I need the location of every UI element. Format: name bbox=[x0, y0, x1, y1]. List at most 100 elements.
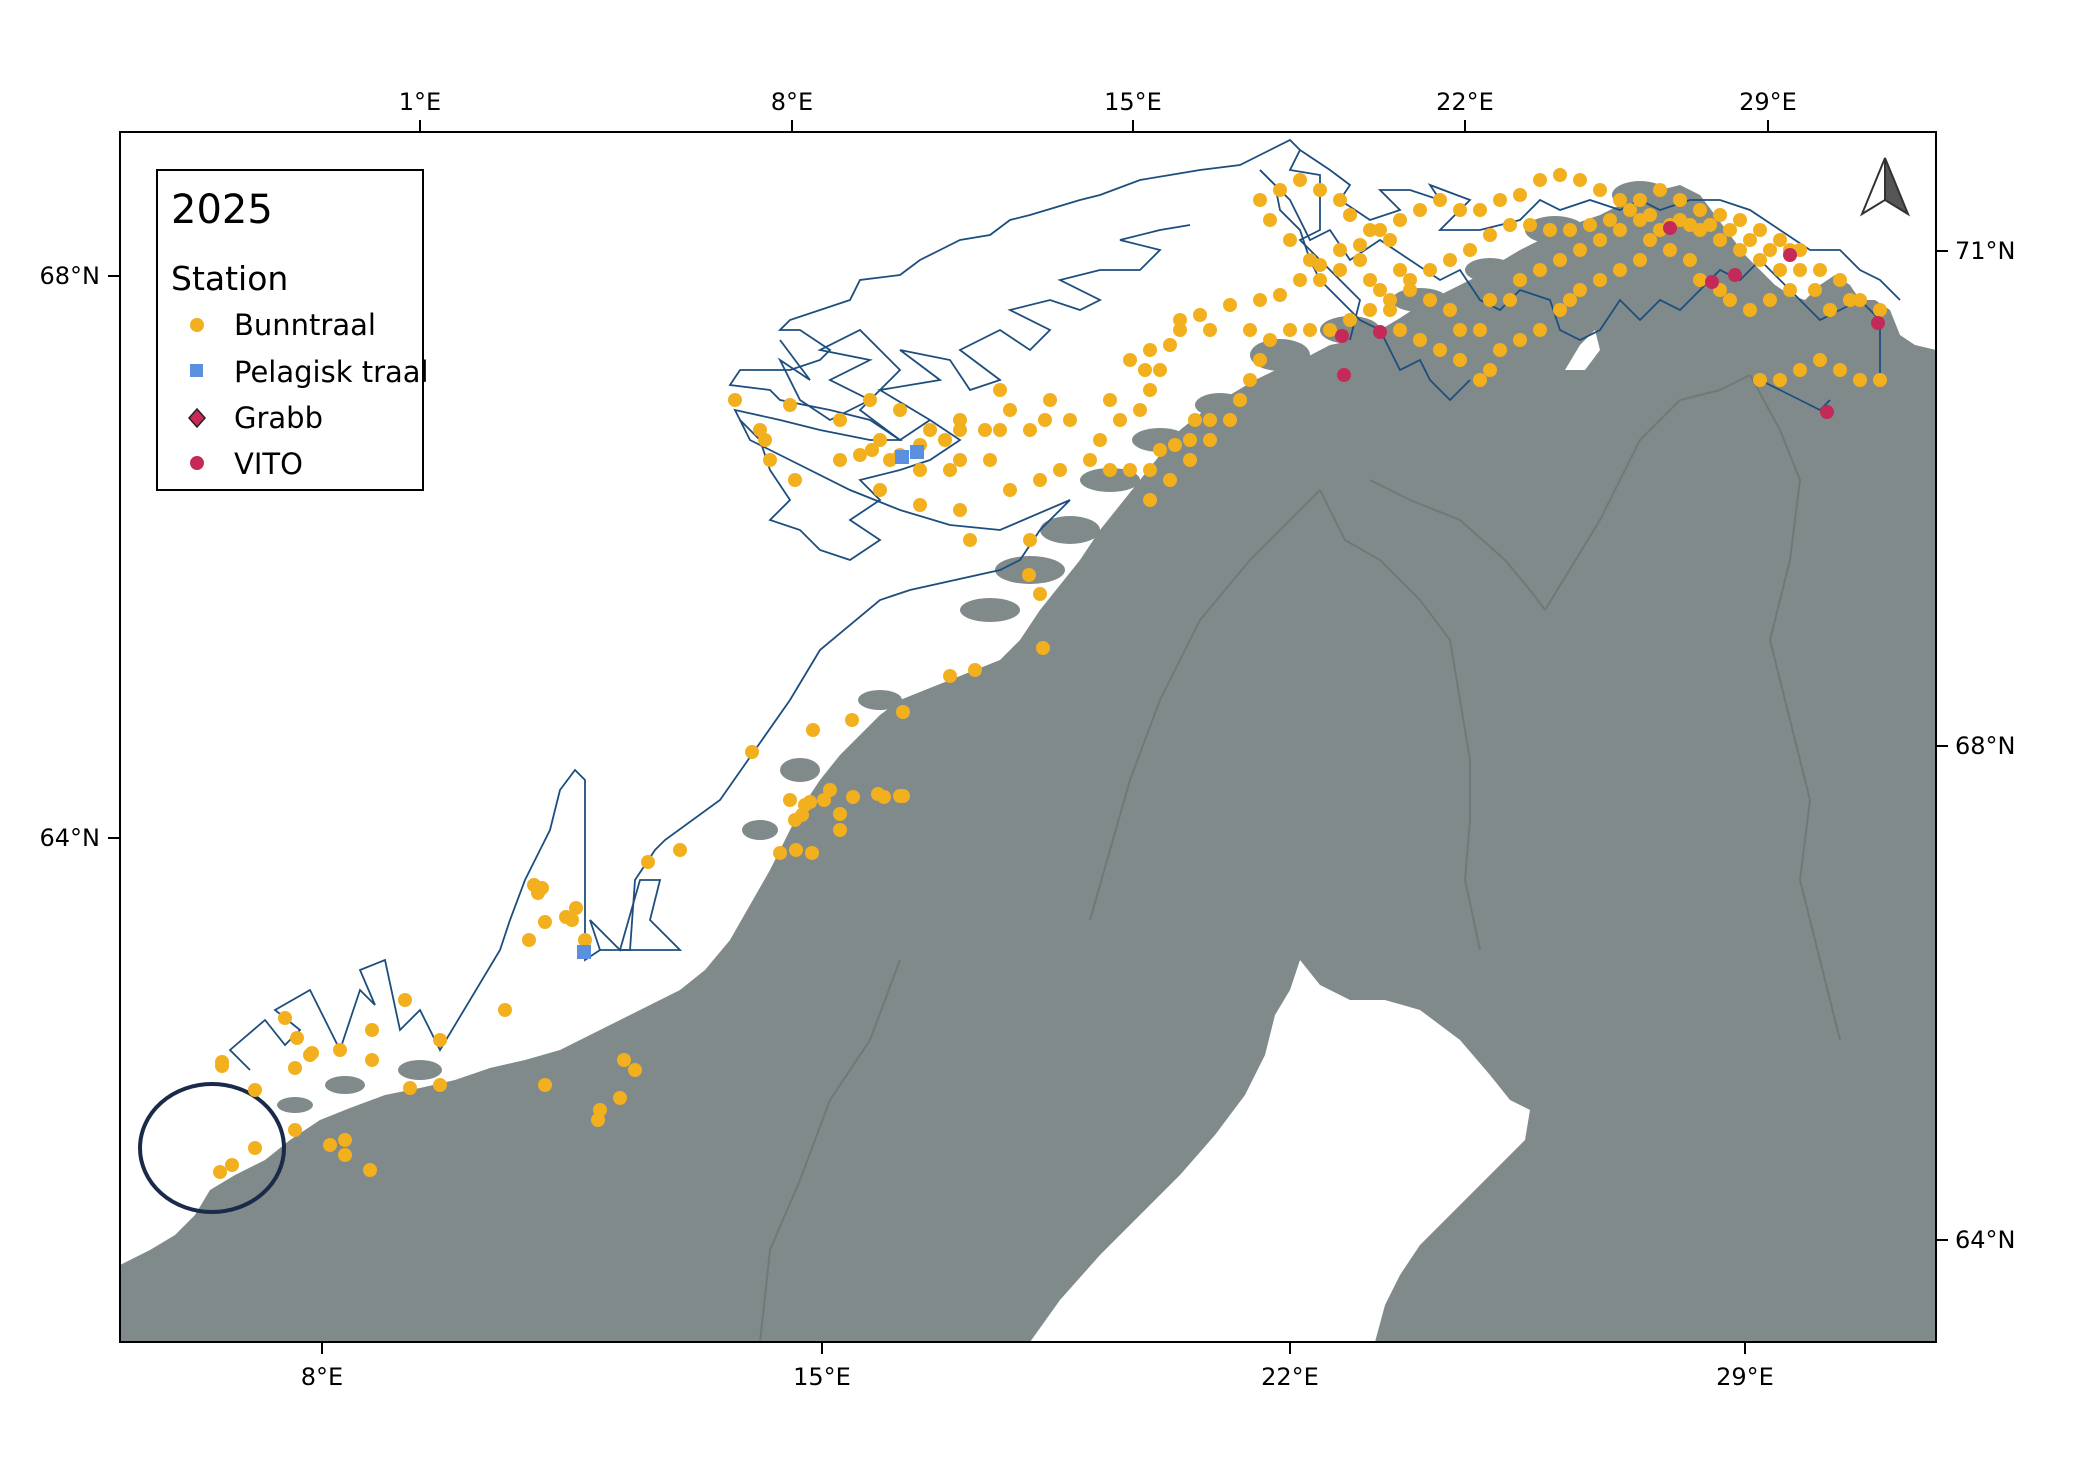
bunntraal-station bbox=[1413, 333, 1427, 347]
bunntraal-station bbox=[1563, 223, 1577, 237]
bunntraal-station bbox=[1573, 243, 1587, 257]
bunntraal-station bbox=[745, 745, 759, 759]
bunntraal-station bbox=[1393, 323, 1407, 337]
axis-ticks bbox=[108, 120, 1948, 1354]
bunntraal-station bbox=[1303, 323, 1317, 337]
right-axis-label: 68°N bbox=[1955, 732, 2016, 760]
left-axis-label: 64°N bbox=[40, 824, 101, 852]
vito-station bbox=[1373, 325, 1387, 339]
bunntraal-station bbox=[823, 783, 837, 797]
legend-title: 2025 bbox=[171, 187, 273, 233]
bunntraal-station bbox=[1773, 263, 1787, 277]
bunntraal-station bbox=[1823, 303, 1837, 317]
bunntraal-station bbox=[1833, 273, 1847, 287]
bunntraal-station bbox=[248, 1141, 262, 1155]
bunntraal-station bbox=[1453, 203, 1467, 217]
bunntraal-station bbox=[498, 1003, 512, 1017]
bunntraal-station bbox=[978, 423, 992, 437]
bottom-axis-label: 15°E bbox=[793, 1363, 851, 1391]
bunntraal-station bbox=[983, 453, 997, 467]
bunntraal-station bbox=[1423, 293, 1437, 307]
bunntraal-station bbox=[773, 846, 787, 860]
bunntraal-station bbox=[923, 423, 937, 437]
highlight-circle bbox=[138, 1082, 286, 1214]
bunntraal-station bbox=[896, 705, 910, 719]
bunntraal-station bbox=[1103, 393, 1117, 407]
bunntraal-station bbox=[1573, 173, 1587, 187]
bunntraal-station bbox=[1553, 303, 1567, 317]
bunntraal-station bbox=[641, 855, 655, 869]
bunntraal-station bbox=[1233, 393, 1247, 407]
bunntraal-station bbox=[795, 808, 809, 822]
bunntraal-station bbox=[1313, 183, 1327, 197]
gulf-of-bothnia bbox=[1030, 960, 1530, 1342]
bunntraal-station bbox=[1473, 203, 1487, 217]
bunntraal-station bbox=[953, 503, 967, 517]
bunntraal-station bbox=[433, 1078, 447, 1092]
vito-station bbox=[1728, 268, 1742, 282]
bunntraal-station bbox=[215, 1059, 229, 1073]
bunntraal-station bbox=[1163, 473, 1177, 487]
inland-water bbox=[1565, 330, 1600, 370]
bunntraal-station bbox=[1193, 308, 1207, 322]
bunntraal-station bbox=[1613, 223, 1627, 237]
bunntraal-station bbox=[1133, 403, 1147, 417]
bunntraal-station bbox=[1043, 393, 1057, 407]
bunntraal-station bbox=[1843, 293, 1857, 307]
bunntraal-station bbox=[1373, 223, 1387, 237]
bunntraal-station bbox=[728, 393, 742, 407]
bunntraal-station bbox=[1273, 288, 1287, 302]
bunntraal-station bbox=[1183, 433, 1197, 447]
bunntraal-station bbox=[1773, 233, 1787, 247]
right-axis-label: 71°N bbox=[1955, 237, 2016, 265]
bunntraal-station bbox=[865, 443, 879, 457]
bunntraal-station bbox=[1443, 303, 1457, 317]
bunntraal-station bbox=[1503, 218, 1517, 232]
bunntraal-station bbox=[1603, 213, 1617, 227]
bunntraal-station bbox=[758, 433, 772, 447]
bunntraal-station bbox=[591, 1113, 605, 1127]
bunntraal-station bbox=[1383, 303, 1397, 317]
bunntraal-station bbox=[531, 886, 545, 900]
bunntraal-station bbox=[1023, 533, 1037, 547]
legend-item-label: Bunntraal bbox=[234, 308, 376, 342]
bunntraal-station bbox=[873, 483, 887, 497]
bunntraal-station bbox=[1413, 203, 1427, 217]
vito-station bbox=[1663, 221, 1677, 235]
bunntraal-station bbox=[433, 1033, 447, 1047]
bunntraal-station bbox=[1703, 218, 1717, 232]
bunntraal-station bbox=[1293, 273, 1307, 287]
bunntraal-station bbox=[1483, 363, 1497, 377]
bunntraal-station bbox=[1333, 263, 1347, 277]
bunntraal-station bbox=[1733, 243, 1747, 257]
bunntraal-station bbox=[1038, 413, 1052, 427]
bunntraal-station bbox=[845, 713, 859, 727]
bunntraal-station bbox=[613, 1091, 627, 1105]
bunntraal-station bbox=[953, 453, 967, 467]
bunntraal-station bbox=[1343, 208, 1357, 222]
bunntraal-station bbox=[1093, 433, 1107, 447]
bunntraal-station bbox=[338, 1133, 352, 1147]
bunntraal-station bbox=[873, 433, 887, 447]
bunntraal-station bbox=[1138, 363, 1152, 377]
bunntraal-station bbox=[617, 1053, 631, 1067]
bottom-axis-label: 8°E bbox=[301, 1363, 343, 1391]
bunntraal-station bbox=[1473, 373, 1487, 387]
pelagisk-traal-station bbox=[577, 945, 591, 959]
bunntraal-station bbox=[1383, 293, 1397, 307]
bunntraal-station bbox=[1333, 243, 1347, 257]
bunntraal-station bbox=[1483, 228, 1497, 242]
bunntraal-station bbox=[789, 843, 803, 857]
bunntraal-station bbox=[1123, 463, 1137, 477]
bunntraal-station bbox=[1713, 233, 1727, 247]
bottom-axis-label: 22°E bbox=[1261, 1363, 1319, 1391]
bunntraal-station bbox=[783, 398, 797, 412]
bunntraal-station bbox=[1363, 223, 1377, 237]
bunntraal-station bbox=[1423, 263, 1437, 277]
bunntraal-station bbox=[1443, 253, 1457, 267]
bunntraal-station bbox=[1453, 323, 1467, 337]
bunntraal-station bbox=[1553, 168, 1567, 182]
bunntraal-station bbox=[1833, 363, 1847, 377]
bunntraal-station bbox=[1283, 233, 1297, 247]
